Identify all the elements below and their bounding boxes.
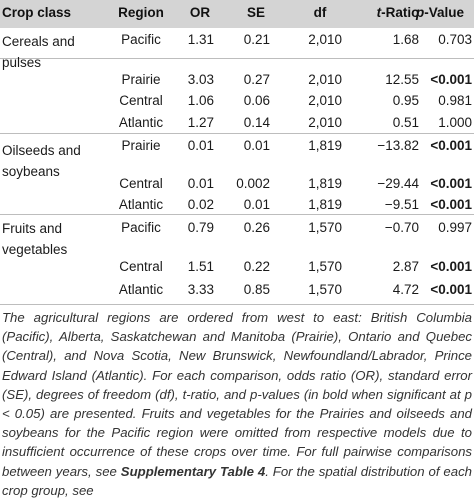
- header-p-rest: -Value: [424, 5, 465, 20]
- cell-region: Central: [119, 259, 163, 274]
- cell-df: 1,819: [308, 197, 342, 212]
- cell-p-value: <0.001: [430, 176, 472, 191]
- cell-t-ratio: −0.70: [384, 220, 419, 235]
- crop-class-oilseeds: Oilseeds and soybeans: [2, 143, 81, 179]
- cell-p-value: 0.981: [438, 93, 472, 108]
- cell-t-ratio: −13.82: [377, 138, 419, 153]
- cell-df: 2,010: [308, 93, 342, 108]
- cell-or: 0.02: [187, 197, 214, 212]
- cell-p-value: 0.997: [438, 220, 472, 235]
- cell-df: 1,570: [308, 220, 342, 235]
- cell-p-value: <0.001: [430, 282, 472, 297]
- header-crop-class: Crop class: [2, 5, 72, 20]
- cell-p-value: <0.001: [430, 197, 472, 212]
- cell-se: 0.21: [243, 32, 270, 47]
- cell-t-ratio: 4.72: [392, 282, 419, 297]
- cell-or: 1.27: [187, 115, 214, 130]
- header-t-italic: t: [376, 5, 382, 20]
- cell-or: 0.01: [187, 138, 214, 153]
- cell-p-value: <0.001: [430, 72, 472, 87]
- row-divider: [0, 304, 474, 305]
- row-divider: [0, 133, 474, 134]
- cell-df: 1,570: [308, 259, 342, 274]
- header-se: SE: [246, 5, 266, 20]
- header-df: df: [313, 5, 327, 20]
- header-t-ratio: t-Ratio: [377, 5, 420, 21]
- cell-df: 2,010: [308, 115, 342, 130]
- cell-or: 1.31: [187, 32, 214, 47]
- cell-se: 0.27: [243, 72, 270, 87]
- cell-se: 0.22: [243, 259, 270, 274]
- cell-df: 1,819: [308, 176, 342, 191]
- cell-or: 0.01: [187, 176, 214, 191]
- cell-se: 0.85: [243, 282, 270, 297]
- cell-or: 1.06: [187, 93, 214, 108]
- cell-p-value: 1.000: [438, 115, 472, 130]
- header-p-value: p-Value: [416, 5, 464, 21]
- cell-or: 1.51: [187, 259, 214, 274]
- cell-or: 0.79: [187, 220, 214, 235]
- cell-se: 0.26: [243, 220, 270, 235]
- header-or: OR: [189, 5, 211, 20]
- cell-df: 1,570: [308, 282, 342, 297]
- footnote-text-1: The agricultural regions are ordered fro…: [2, 310, 472, 479]
- cell-t-ratio: 0.95: [392, 93, 419, 108]
- crop-class-cereals: Cereals and pulses: [2, 34, 75, 70]
- cell-df: 1,819: [308, 138, 342, 153]
- cell-p-value: <0.001: [430, 138, 472, 153]
- cell-or: 3.33: [187, 282, 214, 297]
- table-header: Crop class Region OR SE df t-Ratio p-Val…: [0, 0, 474, 28]
- cell-t-ratio: −9.51: [384, 197, 419, 212]
- crop-class-fruits: Fruits and vegetables: [2, 221, 68, 257]
- cell-t-ratio: 2.87: [392, 259, 419, 274]
- cell-se: 0.01: [243, 138, 270, 153]
- cell-t-ratio: 0.51: [392, 115, 419, 130]
- row-divider: [0, 214, 474, 215]
- cell-se: 0.14: [243, 115, 270, 130]
- cell-df: 2,010: [308, 32, 342, 47]
- cell-t-ratio: −29.44: [377, 176, 419, 191]
- cell-region: Prairie: [121, 138, 161, 153]
- cell-region: Atlantic: [118, 197, 164, 212]
- cell-region: Central: [119, 93, 163, 108]
- header-p-italic: p: [415, 5, 425, 20]
- cell-t-ratio: 1.68: [392, 32, 419, 47]
- table-footnote: The agricultural regions are ordered fro…: [2, 308, 472, 500]
- cell-se: 0.002: [236, 176, 270, 191]
- cell-or: 3.03: [187, 72, 214, 87]
- supplementary-table-link[interactable]: Supplementary Table 4: [120, 463, 266, 479]
- row-divider: [0, 58, 474, 59]
- header-region: Region: [118, 5, 164, 20]
- cell-p-value: <0.001: [430, 259, 472, 274]
- cell-region: Prairie: [121, 72, 161, 87]
- cell-se: 0.01: [243, 197, 270, 212]
- cell-region: Central: [119, 176, 163, 191]
- cell-region: Atlantic: [118, 282, 164, 297]
- header-t-rest: -Ratio: [381, 5, 420, 20]
- cell-t-ratio: 12.55: [385, 72, 419, 87]
- cell-region: Pacific: [121, 32, 161, 47]
- cell-p-value: 0.703: [438, 32, 472, 47]
- cell-region: Atlantic: [118, 115, 164, 130]
- cell-region: Pacific: [121, 220, 161, 235]
- cell-df: 2,010: [308, 72, 342, 87]
- cell-se: 0.06: [243, 93, 270, 108]
